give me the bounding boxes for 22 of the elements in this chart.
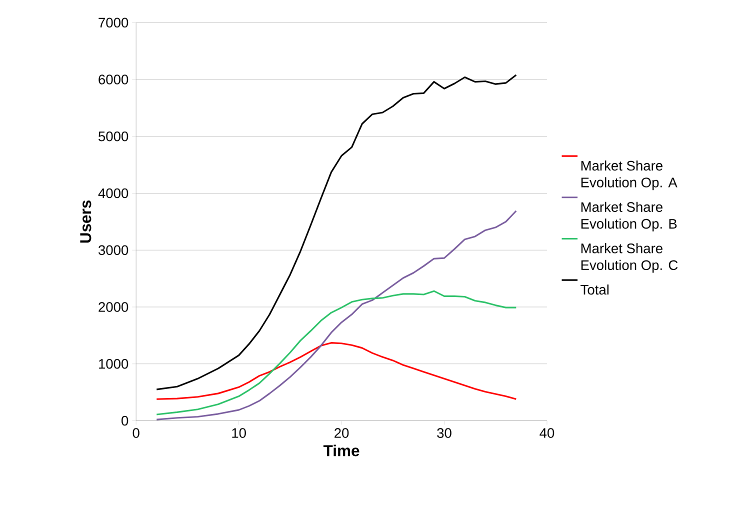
- x-tick-label: 10: [232, 428, 246, 438]
- legend-label: Total: [580, 284, 609, 294]
- line-series: [156, 210, 517, 420]
- y-tick-label: 6000: [98, 74, 128, 84]
- x-tick-label: 30: [437, 428, 452, 438]
- legend-label: Market Share Evolution Op. C: [581, 243, 678, 273]
- y-tick-label: 3000: [98, 245, 128, 255]
- x-tick-label: 0: [132, 428, 140, 438]
- y-tick-label: 0: [122, 416, 128, 426]
- y-tick-label: 2000: [98, 302, 128, 312]
- x-tick-label: 20: [334, 428, 349, 438]
- y-tick-label: 1000: [99, 358, 128, 369]
- line-series: [156, 290, 517, 416]
- y-axis-title: Users: [80, 200, 92, 243]
- legend-label: Market Share Evolution Op. A: [581, 160, 678, 190]
- y-tick-label: 5000: [98, 131, 128, 142]
- x-tick-label: 40: [540, 428, 554, 438]
- y-tick-label: 4000: [98, 188, 128, 198]
- x-axis-title: Time: [323, 444, 360, 456]
- line-series: [156, 74, 517, 390]
- y-tick-label: 7000: [98, 18, 128, 28]
- legend-label: Market Share Evolution Op. B: [581, 202, 677, 232]
